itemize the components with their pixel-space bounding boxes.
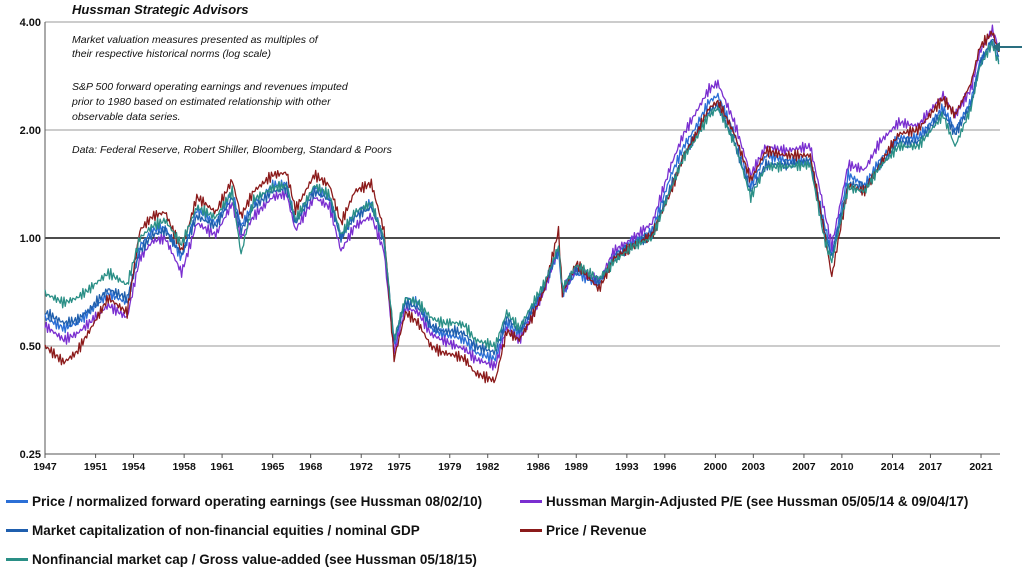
- x-axis: 1947 1951 1954 1958 1961 1965 1968 1972 1975 1979…: [33, 22, 1000, 473]
- legend-label: Hussman Margin-Adjusted P/E (see Hussman…: [546, 494, 969, 509]
- y-axis: 0.25 0.50 1.00 2.00 4.00: [20, 17, 41, 461]
- legend-label: Nonfinancial market cap / Gross value-ad…: [32, 552, 477, 567]
- x-tick-label: 1989: [565, 461, 589, 473]
- x-tick-label: 1979: [438, 461, 462, 473]
- y-tick-label: 0.50: [20, 341, 41, 353]
- x-tick-label: 1947: [33, 461, 57, 473]
- x-tick-label: 2014: [881, 461, 905, 473]
- legend-swatch: [520, 529, 542, 532]
- x-tick-label: 1958: [172, 461, 196, 473]
- x-tick-label: 1993: [615, 461, 639, 473]
- legend-item-market-cap-gdp: Market capitalization of non-financial e…: [6, 523, 420, 538]
- legend-swatch: [520, 500, 542, 503]
- y-tick-label: 4.00: [20, 17, 41, 29]
- note-line-2: their respective historical norms (log s…: [72, 48, 271, 60]
- note-line-5: observable data series.: [72, 111, 181, 123]
- series-line-1: [44, 24, 999, 371]
- x-tick-label: 1954: [122, 461, 146, 473]
- x-tick-label: 1972: [350, 461, 374, 473]
- x-tick-label: 1986: [527, 461, 551, 473]
- x-tick-label: 1975: [387, 461, 411, 473]
- legend-label: Market capitalization of non-financial e…: [32, 523, 420, 538]
- current-value-arrow-icon: [992, 42, 1022, 52]
- legend-swatch: [6, 500, 28, 503]
- y-tick-label: 2.00: [20, 125, 41, 137]
- y-tick-label: 1.00: [20, 233, 41, 245]
- legend-swatch: [6, 529, 28, 532]
- x-tick-label: 1996: [653, 461, 677, 473]
- x-tick-label: 2017: [919, 461, 943, 473]
- x-tick-label: 1961: [210, 461, 234, 473]
- series-line-4: [44, 40, 1000, 352]
- legend-swatch: [6, 558, 28, 561]
- legend-item-margin-adjusted-pe: Hussman Margin-Adjusted P/E (see Hussman…: [520, 494, 968, 509]
- x-tick-label: 2010: [830, 461, 854, 473]
- x-tick-label: 1951: [84, 461, 108, 473]
- note-line-1: Market valuation measures presented as m…: [72, 34, 318, 46]
- x-tick-label: 2007: [792, 461, 816, 473]
- legend-label: Price / Revenue: [546, 523, 647, 538]
- x-tick-label: 1965: [261, 461, 285, 473]
- x-tick-label: 1968: [299, 461, 323, 473]
- note-line-3: S&P 500 forward operating earnings and r…: [72, 81, 348, 93]
- valuation-chart: 0.25 0.50 1.00 2.00 4.00 1947 1951 1954 1958 196…: [20, 17, 1022, 473]
- series-line-2: [44, 38, 1000, 356]
- legend-item-forward-earnings: Price / normalized forward operating ear…: [6, 494, 482, 509]
- y-tick-label: 0.25: [20, 449, 41, 461]
- x-tick-label: 2000: [704, 461, 728, 473]
- note-line-4: prior to 1980 based on estimated relatio…: [72, 96, 331, 108]
- chart-legend: Price / normalized forward operating ear…: [0, 488, 1024, 572]
- series-lines: [44, 24, 1000, 384]
- x-tick-label: 2021: [969, 461, 993, 473]
- legend-item-price-revenue: Price / Revenue: [520, 523, 647, 538]
- note-line-6: Data: Federal Reserve, Robert Shiller, B…: [72, 144, 392, 156]
- x-tick-label: 2003: [742, 461, 766, 473]
- chart-title: Hussman Strategic Advisors: [72, 2, 249, 17]
- x-tick-label: 1982: [476, 461, 500, 473]
- legend-label: Price / normalized forward operating ear…: [32, 494, 483, 509]
- legend-item-gross-value-added: Nonfinancial market cap / Gross value-ad…: [6, 552, 477, 567]
